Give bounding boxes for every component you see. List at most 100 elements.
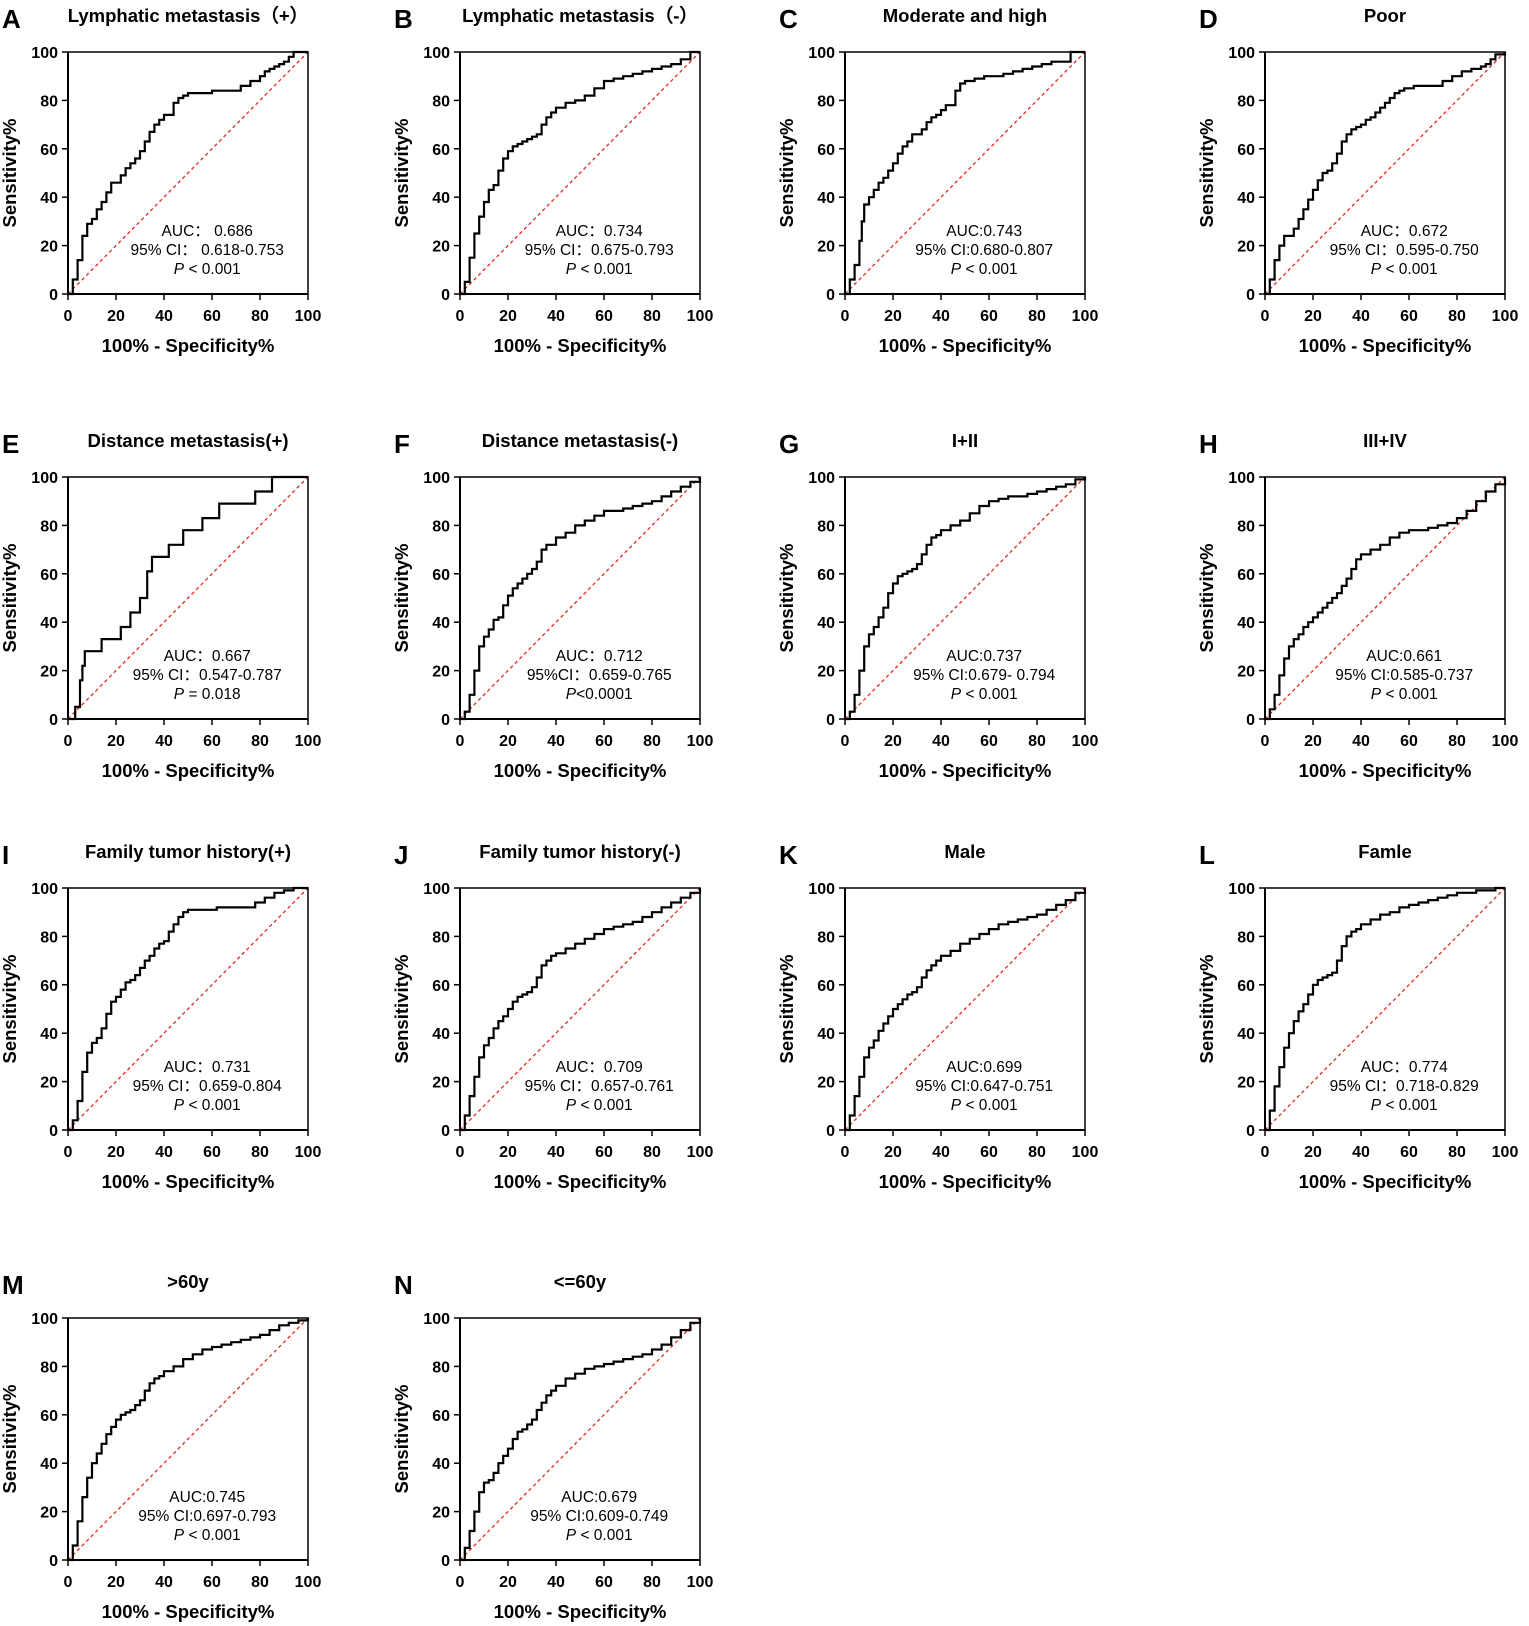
stat-line: AUC：0.672 (1361, 223, 1448, 240)
panel-h: H III+IV 00 20 20 40 40 60 60 80 80 100 100 100% - Sp… (1196, 429, 1518, 781)
roc-curve (845, 477, 1087, 721)
roc-curve (68, 886, 308, 1132)
panel-title: Poor (1364, 5, 1406, 26)
x-axis-label: 100% - Specificity% (1299, 1171, 1472, 1192)
x-tick-label: 20 (499, 733, 517, 750)
y-tick-label: 60 (432, 142, 450, 159)
stat-line: AUC： 0.686 (162, 223, 253, 240)
y-tick-label: 0 (826, 287, 835, 304)
x-tick-label: 40 (932, 733, 950, 750)
y-tick-label: 20 (40, 1505, 58, 1522)
y-tick-label: 60 (40, 567, 58, 584)
x-tick-label: 20 (1304, 308, 1322, 325)
y-tick-label: 100 (1228, 881, 1255, 898)
y-tick-label: 0 (1246, 712, 1255, 729)
y-axis-label: Sensitivity% (776, 955, 797, 1064)
y-tick-label: 20 (432, 664, 450, 681)
stat-line: AUC：0.667 (164, 648, 251, 665)
y-tick-label: 40 (1237, 190, 1255, 207)
panel-j: J Family tumor history(-) 00 20 20 40 40 60 60 80… (391, 840, 713, 1192)
panel-title: Family tumor history(+) (85, 841, 291, 862)
roc-curve (460, 50, 700, 296)
x-tick-label: 100 (295, 1574, 322, 1591)
x-axis-label: 100% - Specificity% (494, 1601, 667, 1622)
x-axis-label: 100% - Specificity% (102, 1601, 275, 1622)
stat-line: P < 0.001 (1371, 686, 1438, 703)
panel-title: >60y (167, 1271, 209, 1292)
y-tick-label: 40 (1237, 1026, 1255, 1043)
panel-letter: M (2, 1270, 24, 1300)
y-tick-label: 100 (808, 45, 835, 62)
stat-line: AUC:0.743 (946, 223, 1022, 240)
x-tick-label: 40 (155, 733, 173, 750)
x-axis-label: 100% - Specificity% (494, 760, 667, 781)
y-tick-label: 0 (49, 1123, 58, 1140)
panel-letter: I (2, 840, 9, 870)
panel-letter: H (1199, 429, 1218, 459)
x-tick-label: 20 (107, 733, 125, 750)
x-tick-label: 0 (1261, 308, 1270, 325)
x-tick-label: 0 (1261, 1144, 1270, 1161)
x-tick-label: 80 (251, 308, 269, 325)
y-axis-label: Sensitivity% (1196, 544, 1217, 653)
panel-title: <=60y (554, 1271, 607, 1292)
y-tick-label: 80 (1237, 93, 1255, 110)
x-tick-label: 0 (456, 1144, 465, 1161)
y-tick-label: 40 (1237, 615, 1255, 632)
y-tick-label: 100 (31, 1311, 58, 1328)
stat-line: 95% CI:0.680-0.807 (915, 242, 1053, 259)
stat-line: AUC:0.699 (946, 1059, 1022, 1076)
x-tick-label: 60 (203, 733, 221, 750)
x-tick-label: 0 (841, 308, 850, 325)
y-tick-label: 80 (817, 93, 835, 110)
stat-line: P < 0.001 (951, 261, 1018, 278)
y-tick-label: 100 (808, 881, 835, 898)
x-tick-label: 100 (295, 308, 322, 325)
panel-n: N <=60y 00 20 20 40 40 60 60 80 80 100 100 100% - Spe… (391, 1270, 713, 1622)
x-tick-label: 80 (251, 1144, 269, 1161)
x-tick-label: 80 (643, 1574, 661, 1591)
y-tick-label: 100 (423, 1311, 450, 1328)
stat-line: 95% CI:0.697-0.793 (138, 1508, 276, 1525)
stat-line: P < 0.001 (566, 1097, 633, 1114)
y-tick-label: 20 (817, 1075, 835, 1092)
stat-line: 95% CI：0.659-0.804 (133, 1078, 282, 1095)
y-tick-label: 60 (432, 978, 450, 995)
y-tick-label: 0 (49, 712, 58, 729)
x-tick-label: 40 (1352, 733, 1370, 750)
y-tick-label: 0 (49, 287, 58, 304)
stat-line: P < 0.001 (174, 1527, 241, 1544)
reference-line (459, 1317, 701, 1561)
stat-line: AUC:0.745 (169, 1489, 245, 1506)
y-tick-label: 60 (817, 567, 835, 584)
x-axis-label: 100% - Specificity% (102, 335, 275, 356)
roc-curve (845, 888, 1087, 1132)
x-tick-label: 60 (1400, 1144, 1418, 1161)
stat-line: 95%CI：0.659-0.765 (527, 667, 672, 684)
stat-line: 95% CI：0.547-0.787 (133, 667, 282, 684)
stat-line: 95% CI:0.647-0.751 (915, 1078, 1053, 1095)
y-tick-label: 80 (432, 93, 450, 110)
x-tick-label: 40 (547, 308, 565, 325)
y-tick-label: 20 (40, 1075, 58, 1092)
x-tick-label: 60 (595, 1144, 613, 1161)
panel-k: K Male 00 20 20 40 40 60 60 80 80 100 100 100% - Spec… (776, 840, 1098, 1192)
y-tick-label: 100 (1228, 45, 1255, 62)
reference-line (1264, 887, 1506, 1131)
y-tick-label: 20 (40, 239, 58, 256)
y-axis-label: Sensitivity% (0, 544, 20, 653)
stat-line: AUC：0.774 (1361, 1059, 1448, 1076)
x-tick-label: 0 (1261, 733, 1270, 750)
y-axis-label: Sensitivity% (391, 544, 412, 653)
stat-line: 95% CI:0.609-0.749 (530, 1508, 668, 1525)
x-tick-label: 100 (687, 1574, 714, 1591)
y-tick-label: 60 (40, 142, 58, 159)
x-axis-label: 100% - Specificity% (102, 760, 275, 781)
x-tick-label: 60 (203, 1144, 221, 1161)
y-tick-label: 20 (40, 664, 58, 681)
y-tick-label: 0 (826, 712, 835, 729)
panel-letter: B (394, 4, 413, 34)
y-axis-label: Sensitivity% (391, 1385, 412, 1494)
x-tick-label: 40 (547, 1144, 565, 1161)
x-tick-label: 60 (1400, 308, 1418, 325)
